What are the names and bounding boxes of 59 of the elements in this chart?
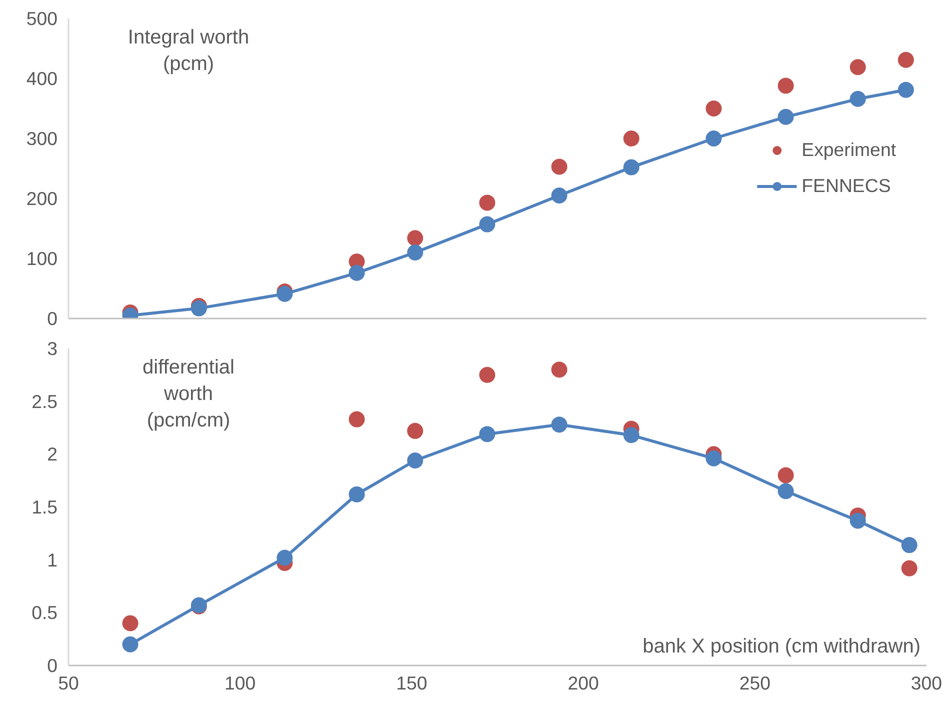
- y-tick-label: 2: [47, 444, 58, 465]
- point: [551, 362, 568, 378]
- point: [407, 230, 424, 246]
- point: [551, 188, 568, 204]
- point: [479, 366, 496, 383]
- y-axis-title: Integral worth (pcm): [128, 26, 250, 75]
- y-tick-label: 0.5: [32, 602, 58, 624]
- x-tick-label: 100: [224, 672, 256, 694]
- point: [850, 90, 866, 107]
- point: [778, 108, 794, 125]
- point: [348, 264, 365, 281]
- point: [706, 130, 722, 146]
- point: [551, 158, 568, 175]
- point: [276, 550, 293, 566]
- point: [479, 216, 496, 232]
- legend-label: FENNECS: [802, 175, 891, 197]
- y-tick-label: 1.5: [32, 496, 58, 518]
- legend-label: Experiment: [802, 139, 896, 161]
- point: [778, 467, 794, 484]
- x-tick-label: 250: [739, 672, 770, 694]
- point: [122, 615, 138, 632]
- point: [850, 512, 866, 529]
- point: [706, 450, 722, 466]
- point: [898, 52, 914, 68]
- y-tick-label: 0: [47, 308, 58, 329]
- x-tick-label: 200: [568, 672, 599, 694]
- point: [623, 130, 640, 146]
- x-axis-title: bank X position (cm withdrawn): [642, 636, 920, 658]
- x-tick-label: 50: [58, 672, 79, 694]
- point: [623, 159, 640, 176]
- point: [901, 537, 918, 554]
- point: [778, 78, 794, 94]
- point: [479, 194, 496, 211]
- point: [778, 483, 794, 500]
- y-axis-title: differential worth (pcm/cm): [142, 356, 234, 432]
- y-tick-label: 1: [47, 549, 58, 570]
- y-tick-label: 0: [47, 655, 58, 676]
- y-tick-label: 300: [26, 128, 58, 149]
- point: [348, 411, 365, 428]
- y-tick-label: 500: [26, 8, 58, 29]
- point: [407, 452, 424, 468]
- point: [850, 59, 866, 76]
- point: [407, 422, 424, 439]
- point: [348, 486, 365, 502]
- y-tick-label: 400: [26, 68, 58, 89]
- y-tick-label: 2.5: [32, 390, 58, 412]
- point: [479, 426, 496, 442]
- y-tick-label: 3: [47, 338, 58, 359]
- y-tick-label: 100: [26, 248, 58, 269]
- point: [901, 560, 918, 576]
- point: [122, 636, 138, 652]
- point: [706, 100, 722, 116]
- point: [407, 244, 424, 260]
- point: [623, 427, 640, 444]
- x-tick-label: 150: [396, 672, 428, 694]
- x-tick-label: 300: [910, 672, 942, 694]
- point: [898, 82, 914, 98]
- point: [551, 416, 568, 433]
- y-tick-label: 200: [26, 188, 58, 209]
